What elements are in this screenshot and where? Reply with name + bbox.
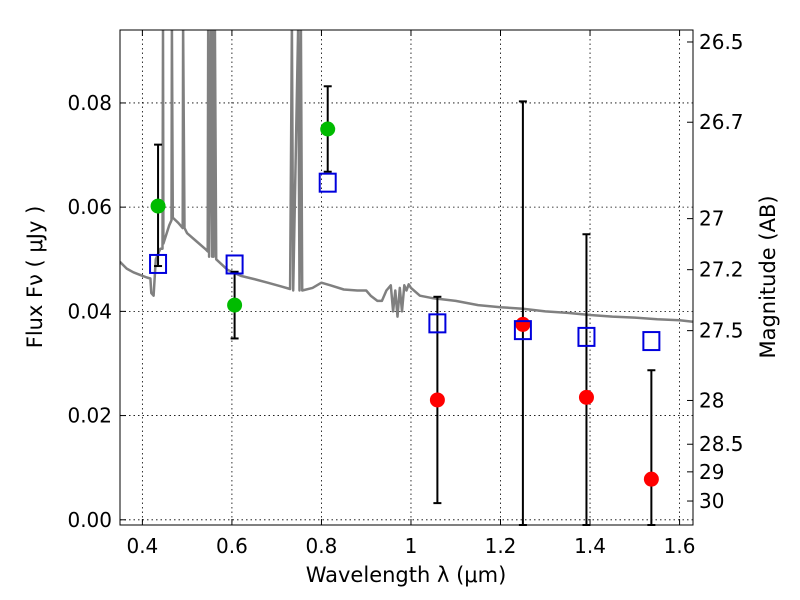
y-tick-label: 0.02 xyxy=(67,404,112,428)
error-bars xyxy=(154,85,656,526)
x-tick-label: 0.8 xyxy=(306,534,338,558)
y-tick-label: 0.04 xyxy=(67,299,112,323)
observed-point-marker xyxy=(150,198,166,214)
x-tick-label: 0.4 xyxy=(126,534,158,558)
model-spectrum xyxy=(120,30,693,324)
y-tick-label: 0.06 xyxy=(67,195,112,219)
observed-point-marker xyxy=(227,297,243,313)
model-square-marker xyxy=(577,326,596,347)
observed-point-marker xyxy=(429,392,445,408)
data-markers xyxy=(149,121,661,487)
model-square-marker xyxy=(513,320,532,341)
y-right-axis-label: Magnitude (AB) xyxy=(756,195,780,358)
observed-point-marker xyxy=(320,121,336,137)
model-square-marker xyxy=(428,313,447,334)
y-right-tick-label: 26.5 xyxy=(699,30,744,54)
x-axis-ticks: 0.4 0.6 0.8 1 1.2 1.4 1.6 xyxy=(126,30,695,558)
model-square-marker xyxy=(642,331,661,352)
y-tick-label: 0.08 xyxy=(67,91,112,115)
y-right-axis-ticks: 26.5 26.7 27 27.2 27.5 28 28.5 29 30 xyxy=(687,30,744,513)
model-square-marker xyxy=(149,253,168,274)
x-tick-label: 0.6 xyxy=(216,534,248,558)
x-tick-label: 1.6 xyxy=(664,534,696,558)
y-axis-label: Flux Fν ( μJy ) xyxy=(23,206,47,349)
x-tick-label: 1.4 xyxy=(574,534,606,558)
y-right-tick-label: 28.5 xyxy=(699,432,744,456)
y-right-tick-label: 27.5 xyxy=(699,319,744,343)
model-spectrum-line xyxy=(120,30,693,324)
plot-frame xyxy=(119,29,694,526)
y-right-tick-label: 27 xyxy=(699,207,724,231)
y-tick-label: 0.00 xyxy=(67,508,112,532)
observed-point-marker xyxy=(515,316,531,332)
model-square-marker xyxy=(225,254,244,275)
observed-point-marker xyxy=(578,389,594,405)
y-right-tick-label: 28 xyxy=(699,388,724,412)
x-tick-label: 1 xyxy=(405,534,418,558)
x-axis-label: Wavelength λ (μm) xyxy=(306,563,507,587)
y-axis-ticks: 0.00 0.02 0.04 0.06 0.08 xyxy=(67,91,126,532)
y-right-tick-label: 29 xyxy=(699,460,724,484)
y-right-tick-label: 30 xyxy=(699,489,724,513)
y-right-tick-label: 27.2 xyxy=(699,258,744,282)
y-right-tick-label: 26.7 xyxy=(699,110,744,134)
observed-point-marker xyxy=(643,471,659,487)
x-tick-label: 1.2 xyxy=(485,534,517,558)
model-square-marker xyxy=(318,172,337,193)
